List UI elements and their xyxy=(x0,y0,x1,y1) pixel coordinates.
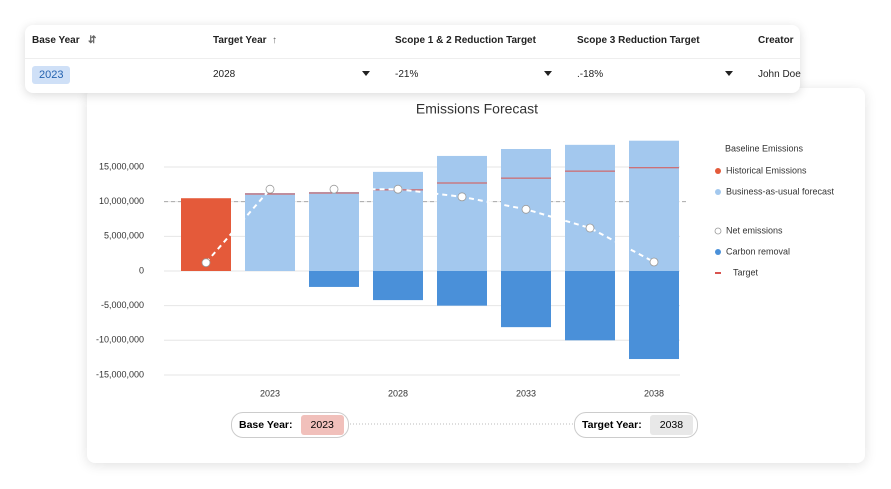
net-point xyxy=(265,184,275,194)
net-point xyxy=(585,223,595,233)
y-tick-label: -10,000,000 xyxy=(96,335,144,345)
bar xyxy=(629,140,679,271)
x-tick-label: 2033 xyxy=(516,388,536,398)
y-tick-label: -15,000,000 xyxy=(96,369,144,379)
target-year-slider[interactable]: Target Year: 2038 xyxy=(574,412,699,438)
x-tick-label: 2038 xyxy=(644,388,664,398)
bar xyxy=(565,144,615,271)
legend-marker xyxy=(715,189,721,195)
header-cell[interactable]: Base Year xyxy=(32,35,80,46)
net-point xyxy=(521,204,531,214)
y-tick-label: 0 xyxy=(139,265,144,275)
table-card: Base Year ⇵ Target Year ↑ Scope 1 & 2 Re… xyxy=(25,25,801,93)
net-point xyxy=(329,184,339,194)
cell[interactable]: -21% xyxy=(395,69,419,80)
legend-marker xyxy=(714,227,722,235)
net-line xyxy=(205,188,655,264)
y-tick-label: 15,000,000 xyxy=(99,161,144,171)
net-point xyxy=(649,257,659,267)
net-point xyxy=(201,258,211,268)
dropdown-arrow[interactable] xyxy=(362,71,370,76)
legend-marker xyxy=(715,249,721,255)
bar xyxy=(565,270,615,341)
bar xyxy=(309,270,359,287)
legend-label: Carbon removal xyxy=(726,246,790,256)
x-tick-label: 2028 xyxy=(388,388,408,398)
header-cell[interactable]: Target Year xyxy=(213,35,267,46)
legend-label: Historical Emissions xyxy=(726,165,807,175)
slider-label: Base Year: xyxy=(239,419,293,431)
y-tick-label: 5,000,000 xyxy=(104,231,144,241)
y-tick-label: -5,000,000 xyxy=(101,300,144,310)
slider-value[interactable]: 2023 xyxy=(300,415,344,435)
legend-label: Target xyxy=(733,267,759,277)
legend-title: Baseline Emissions xyxy=(725,143,804,153)
x-tick-label: 2023 xyxy=(260,388,280,398)
header-cell: Scope 3 Reduction Target xyxy=(577,35,700,46)
slider-value[interactable]: 2038 xyxy=(649,415,694,435)
legend-marker xyxy=(715,168,721,174)
cell: John Doe xyxy=(758,69,801,80)
bar xyxy=(501,270,551,328)
bar xyxy=(437,155,487,271)
net-point xyxy=(457,192,467,202)
sort-icon[interactable]: ⇵ xyxy=(88,35,97,46)
row-separator xyxy=(25,58,800,59)
bar xyxy=(629,270,679,360)
slider-label: Target Year: xyxy=(582,419,642,431)
header-cell: Creator xyxy=(758,35,794,46)
bar xyxy=(373,270,423,301)
base-year-pill[interactable]: 2023 xyxy=(32,66,71,84)
dropdown-arrow[interactable] xyxy=(725,71,733,76)
y-tick-label: 10,000,000 xyxy=(99,196,144,206)
legend-label: Net emissions xyxy=(726,225,783,235)
dropdown-arrow[interactable] xyxy=(544,71,552,76)
net-point xyxy=(393,184,403,194)
chart-title: Emissions Forecast xyxy=(416,101,538,117)
header-cell: Scope 1 & 2 Reduction Target xyxy=(395,35,536,46)
bar xyxy=(245,193,295,271)
base-year-slider[interactable]: Base Year: 2023 xyxy=(231,412,349,438)
legend-label: Business-as-usual forecast xyxy=(726,186,835,196)
bar xyxy=(437,270,487,306)
bar xyxy=(309,191,359,271)
cell[interactable]: 2028 xyxy=(213,69,236,80)
cell[interactable]: .-18% xyxy=(577,69,604,80)
sort-icon[interactable]: ↑ xyxy=(272,35,277,46)
